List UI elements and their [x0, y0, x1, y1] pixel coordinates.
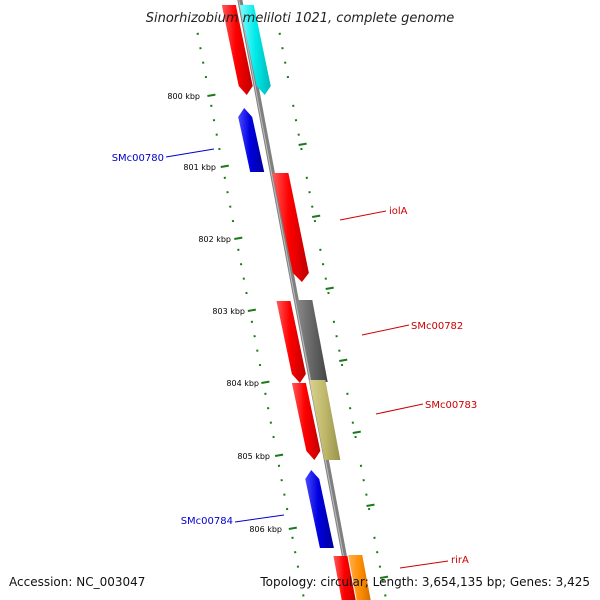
- gene-label-smc00784: SMc00784: [181, 516, 233, 527]
- topology-text: Topology: circular; Length: 3,654,135 bp…: [259, 575, 590, 589]
- tick-mark-right-major: [298, 142, 307, 146]
- genome-backbone: [237, 0, 356, 600]
- leader-smc00782: [361, 324, 410, 336]
- tick-labels: 800 kbp 801 kbp 802 kbp 803 kbp 804 kbp …: [167, 92, 282, 534]
- gene-label-smc00780: SMc00780: [112, 153, 164, 164]
- tick-mark-right-major: [379, 575, 389, 579]
- gene-feature-red-4[interactable]: [333, 556, 357, 600]
- gene-feature-smc00780[interactable]: [238, 108, 265, 172]
- tick-mark-right-major: [311, 214, 321, 218]
- gene-feature-red-3[interactable]: [291, 383, 321, 460]
- tick-label-803: 803 kbp: [212, 307, 245, 316]
- tick-mark-right-major: [325, 286, 334, 290]
- tick-mark-right-major: [366, 503, 375, 507]
- tick-mark-right-major: [352, 430, 361, 434]
- gene-feature-cyan[interactable]: [239, 5, 271, 95]
- tick-mark-left-major: [288, 526, 297, 530]
- gene-labels: SMc00780 iolA SMc00782 SMc00783 SMc00784…: [112, 153, 478, 566]
- gene-label-iola: iolA: [389, 206, 408, 217]
- gene-label-smc00782: SMc00782: [411, 321, 463, 332]
- tick-label-805: 805 kbp: [237, 452, 270, 461]
- gene-feature-red-1[interactable]: [221, 5, 253, 95]
- tick-mark-left-major: [220, 164, 229, 168]
- gene-feature-smc00783[interactable]: [309, 380, 341, 460]
- tick-mark-left-major: [274, 453, 284, 457]
- gene-feature-rira[interactable]: [348, 555, 372, 600]
- tick-label-800: 800 kbp: [167, 92, 200, 101]
- leader-iola: [339, 210, 387, 221]
- tick-mark-left-major: [261, 380, 270, 384]
- gene-label-rira: rirA: [451, 555, 469, 566]
- leader-smc00784: [234, 514, 285, 523]
- tick-label-804: 804 kbp: [226, 379, 259, 388]
- gene-label-smc00783: SMc00783: [425, 400, 477, 411]
- map-title: Sinorhizobium meliloti 1021, complete ge…: [146, 11, 455, 26]
- tick-mark-left-major: [234, 236, 243, 240]
- tick-label-802: 802 kbp: [198, 235, 231, 244]
- gene-feature-iola[interactable]: [272, 173, 309, 282]
- gene-feature-red-2[interactable]: [276, 301, 306, 383]
- leader-smc00780: [165, 148, 215, 158]
- tick-label-806: 806 kbp: [249, 525, 282, 534]
- tick-tracks: [196, 32, 389, 597]
- gene-features: [221, 5, 372, 600]
- tick-mark-left-major: [207, 93, 216, 97]
- tick-mark-right-major: [339, 358, 348, 362]
- tick-mark-left-major: [247, 308, 256, 312]
- label-leader-lines: [165, 148, 449, 569]
- leader-rira: [399, 560, 449, 569]
- gene-feature-smc00784[interactable]: [305, 470, 334, 548]
- genome-backbone-highlight: [238, 0, 353, 600]
- gene-feature-smc00782[interactable]: [296, 300, 328, 382]
- accession-text: Accession: NC_003047: [9, 575, 145, 589]
- tick-label-801: 801 kbp: [183, 163, 216, 172]
- leader-smc00783: [375, 403, 424, 415]
